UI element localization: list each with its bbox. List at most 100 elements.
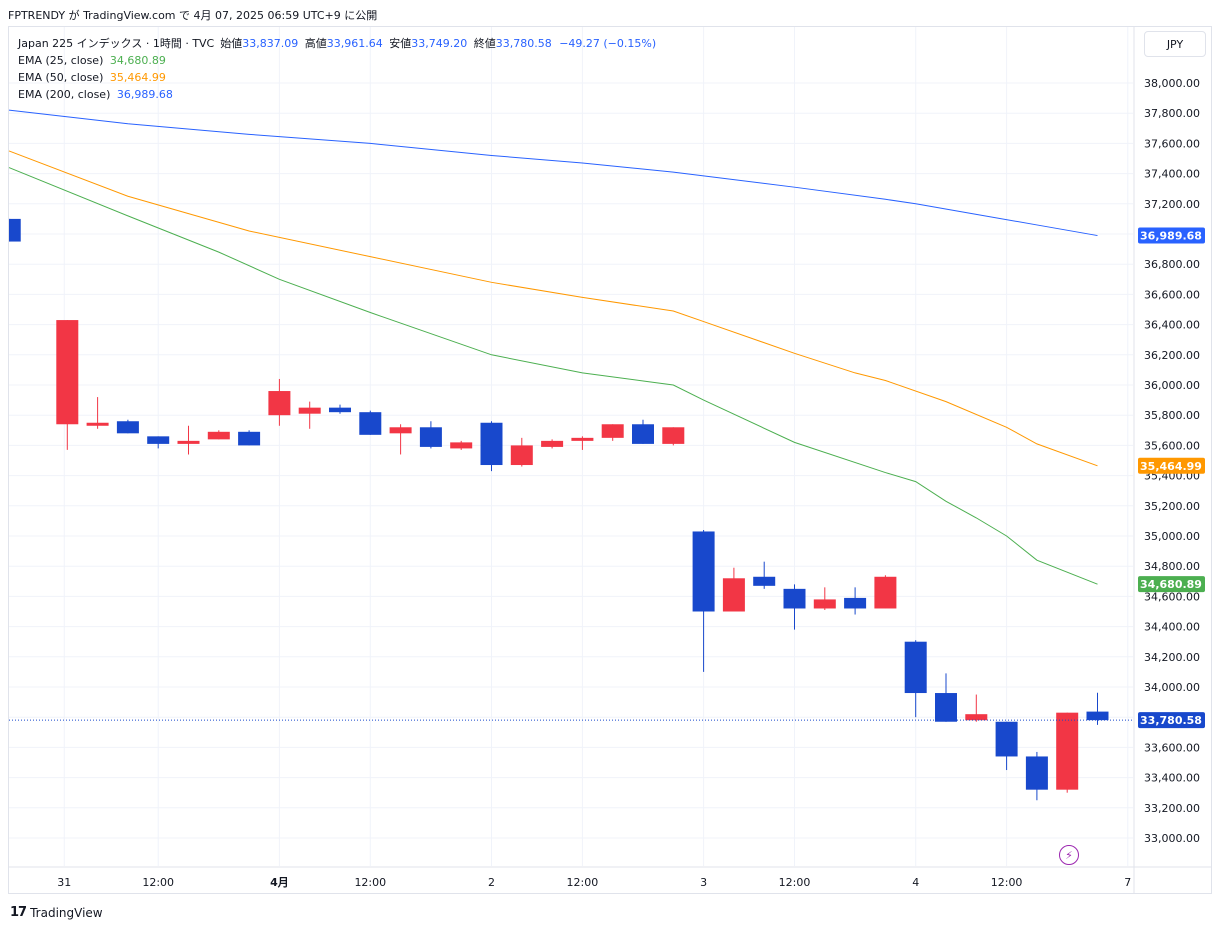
last-price-badge-bg xyxy=(1138,712,1205,729)
ema25-price-badge: 34,680.89 xyxy=(1140,578,1202,591)
ema200-price-badge-bg xyxy=(1138,227,1205,244)
candle xyxy=(298,401,321,429)
candle-body xyxy=(207,431,230,440)
candle xyxy=(874,575,897,609)
candle xyxy=(662,427,685,446)
candle xyxy=(1025,751,1048,801)
candle-body xyxy=(813,599,836,609)
time-tick-label: 2 xyxy=(488,876,495,889)
publish-line: FPTRENDY が TradingView.com で 4月 07, 2025… xyxy=(8,9,378,22)
candle xyxy=(116,419,139,434)
price-tick-label: 37,200.00 xyxy=(1144,198,1200,211)
price-tick-label: 33,600.00 xyxy=(1144,741,1200,754)
price-tick-label: 34,200.00 xyxy=(1144,651,1200,664)
ema-lines xyxy=(8,109,1098,585)
ema-line xyxy=(8,109,1098,237)
ema50-price-badge: 35,464.99 xyxy=(1140,460,1202,473)
candle-body xyxy=(86,422,109,426)
candle xyxy=(419,421,442,449)
tradingview-logo-icon: 17 xyxy=(10,905,27,920)
candle-body xyxy=(904,641,927,694)
brand-name: TradingView xyxy=(30,905,103,920)
ohlc-high: 33,961.64 xyxy=(326,37,383,50)
candle-body xyxy=(116,421,139,434)
candle-body xyxy=(389,427,412,434)
candle-body xyxy=(662,427,685,444)
candle-body xyxy=(722,578,745,612)
candle xyxy=(207,430,230,440)
candle xyxy=(480,421,503,472)
candle-body xyxy=(783,588,806,609)
price-tick-label: 37,800.00 xyxy=(1144,107,1200,120)
currency-button[interactable]: JPY xyxy=(1144,31,1206,57)
ohlc-low-label: 安値 xyxy=(389,37,412,50)
lightning-icon[interactable]: ⚡ xyxy=(1059,845,1079,865)
price-tick-label: 38,000.00 xyxy=(1144,77,1200,90)
candle-body xyxy=(1025,756,1048,790)
price-tick-label: 34,800.00 xyxy=(1144,560,1200,573)
ema200-value: 36,989.68 xyxy=(116,88,173,101)
candle-body xyxy=(298,407,321,414)
ema50-value: 35,464.99 xyxy=(109,71,166,84)
candle xyxy=(541,439,564,449)
candle xyxy=(177,425,200,455)
candle xyxy=(601,424,624,441)
candle-body xyxy=(147,436,170,444)
candle xyxy=(1056,712,1079,793)
candle xyxy=(571,436,594,450)
candle-body xyxy=(874,576,897,609)
time-tick-label: 7 xyxy=(1124,876,1131,889)
candle xyxy=(632,419,654,444)
chart-legend: Japan 225 インデックス · 1時間 · TVC 始値33,837.09 … xyxy=(18,35,656,103)
price-tick-label: 36,400.00 xyxy=(1144,319,1200,332)
candle-body xyxy=(177,440,200,444)
candle xyxy=(722,567,745,612)
ohlc-close-label: 終値 xyxy=(473,37,496,50)
candle xyxy=(965,694,988,722)
candle xyxy=(147,436,170,449)
price-tick-label: 37,600.00 xyxy=(1144,137,1200,150)
candle xyxy=(995,721,1018,771)
price-tick-label: 34,400.00 xyxy=(1144,621,1200,634)
price-tick-label: 36,000.00 xyxy=(1144,379,1200,392)
candle-body xyxy=(965,714,988,721)
price-tick-label: 35,200.00 xyxy=(1144,500,1200,513)
ohlc-close: 33,780.58 xyxy=(495,37,552,50)
ema200-row[interactable]: EMA (200, close) 36,989.68 xyxy=(18,86,656,103)
ema50-price-badge-bg xyxy=(1138,457,1205,474)
time-tick-label: 12:00 xyxy=(779,876,811,889)
price-tick-label: 33,400.00 xyxy=(1144,772,1200,785)
price-tick-label: 33,200.00 xyxy=(1144,802,1200,815)
time-tick-label: 12:00 xyxy=(142,876,174,889)
candle xyxy=(844,587,867,615)
candle xyxy=(783,584,806,630)
symbol-name[interactable]: Japan 225 インデックス · 1時間 · TVC xyxy=(18,37,215,50)
candle-body xyxy=(844,597,867,609)
candle-body xyxy=(9,218,21,242)
ema-line xyxy=(8,167,1098,585)
candle-body xyxy=(935,693,957,722)
price-axis: 33,000.0033,200.0033,400.0033,600.0033,8… xyxy=(1144,77,1200,845)
candle-body xyxy=(1086,711,1109,721)
candle-body xyxy=(692,531,715,612)
candle-body xyxy=(238,431,261,446)
candle xyxy=(9,218,21,242)
candle xyxy=(238,430,261,446)
ema25-row[interactable]: EMA (25, close) 34,680.89 xyxy=(18,52,656,69)
price-tick-label: 34,000.00 xyxy=(1144,681,1200,694)
time-axis: 31 12:00 4月 12:00 2 12:00 3 12:00 4 12:00 7 xyxy=(57,876,1131,889)
candle-body xyxy=(419,427,442,447)
ema50-row[interactable]: EMA (50, close) 35,464.99 xyxy=(18,69,656,86)
candles xyxy=(9,218,1109,801)
footer-brand[interactable]: 17 TradingView xyxy=(10,905,103,920)
ema25-label: EMA (25, close) xyxy=(18,54,104,67)
candle-body xyxy=(601,424,624,438)
candle xyxy=(813,587,836,610)
candle xyxy=(935,673,957,722)
candle-body xyxy=(268,391,291,416)
candle-body xyxy=(359,412,382,435)
ema-line xyxy=(8,150,1098,467)
time-tick-label: 31 xyxy=(57,876,71,889)
time-tick-label: 12:00 xyxy=(567,876,599,889)
